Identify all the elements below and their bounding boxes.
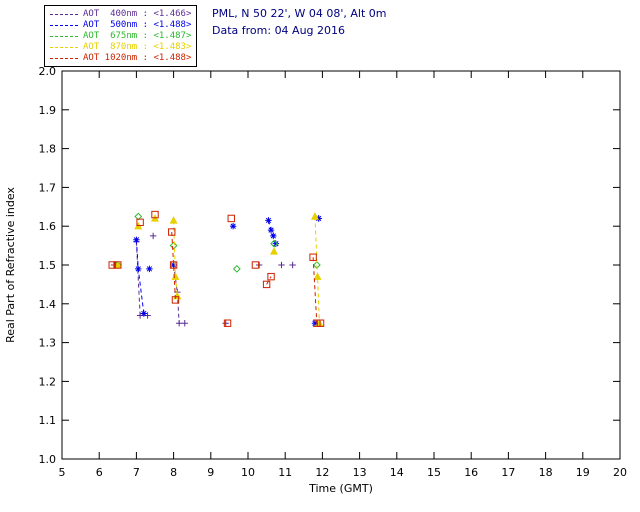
x-tick-label: 18: [539, 466, 553, 479]
y-axis: 1.0 1.1 1.2 1.3 1.4 1.5 1.6 1.7 1.8 1.9 2.0: [39, 65, 620, 466]
legend-line-sample: [50, 57, 78, 59]
y-tick-label: 1.8: [39, 143, 57, 156]
x-tick-label: 7: [133, 466, 140, 479]
y-tick-label: 1.9: [39, 104, 57, 117]
series-1020nm: [108, 210, 325, 327]
x-tick-label: 11: [278, 466, 292, 479]
data-date: Data from: 04 Aug 2016: [212, 24, 346, 37]
x-tick-label: 8: [170, 466, 177, 479]
series-line: [314, 216, 320, 324]
x-tick-label: 9: [207, 466, 214, 479]
legend-item-870nm: AOT 870nm : <1.483>: [50, 42, 191, 52]
y-tick-label: 2.0: [39, 65, 57, 78]
legend-label: AOT 400nm : <1.466>: [83, 9, 192, 19]
y-tick-label: 1.3: [39, 337, 57, 350]
series-line: [171, 231, 176, 300]
y-tick-label: 1.2: [39, 375, 57, 388]
legend-line-sample: [50, 35, 78, 37]
y-tick-label: 1.7: [39, 181, 57, 194]
series-675nm: [113, 212, 321, 273]
series-500nm: [112, 215, 322, 327]
x-tick-label: 15: [427, 466, 441, 479]
legend-item-675nm: AOT 675nm : <1.487>: [50, 31, 191, 41]
series-400nm: [110, 215, 322, 327]
y-tick-label: 1.5: [39, 259, 57, 272]
y-tick-label: 1.1: [39, 414, 57, 427]
x-tick-label: 14: [390, 466, 404, 479]
y-tick-label: 1.0: [39, 453, 57, 466]
legend-label: AOT 500nm : <1.488>: [83, 20, 192, 30]
legend-label: AOT 1020nm : <1.488>: [83, 53, 192, 63]
x-axis: 5 6 7 8 9 10 11 12 13 14 15 16 17 18 19 20: [59, 71, 627, 479]
legend-box: AOT 400nm : <1.466> AOT 500nm : <1.488> AO…: [44, 5, 198, 67]
legend-line-sample: [50, 24, 78, 26]
series-870nm: [113, 212, 324, 327]
series-line: [312, 257, 321, 324]
y-axis-label: Real Part of Refractive index: [4, 187, 17, 343]
legend-label: AOT 870nm : <1.483>: [83, 42, 192, 52]
x-tick-label: 20: [613, 466, 627, 479]
plot-frame: [61, 70, 621, 460]
x-tick-label: 19: [576, 466, 590, 479]
station-location: PML, N 50 22', W 04 08', Alt 0m: [212, 7, 387, 20]
x-tick-label: 12: [315, 466, 329, 479]
y-tick-label: 1.6: [39, 220, 57, 233]
legend-item-1020nm: AOT 1020nm : <1.488>: [50, 53, 191, 63]
series-line: [135, 241, 141, 316]
x-tick-label: 6: [96, 466, 103, 479]
legend-item-500nm: AOT 500nm : <1.488>: [50, 20, 191, 30]
x-tick-label: 5: [59, 466, 66, 479]
x-tick-label: 17: [501, 466, 515, 479]
x-tick-label: 13: [353, 466, 367, 479]
legend-item-400nm: AOT 400nm : <1.466>: [50, 9, 191, 19]
station-info: PML, N 50 22', W 04 08', Alt 0m Data fro…: [212, 5, 386, 39]
x-tick-label: 16: [464, 466, 478, 479]
x-tick-label: 10: [241, 466, 255, 479]
legend-line-sample: [50, 46, 78, 48]
series-line: [266, 276, 272, 285]
legend-label: AOT 675nm : <1.487>: [83, 31, 192, 41]
x-axis-label: Time (GMT): [308, 482, 373, 495]
legend-line-sample: [50, 13, 78, 15]
y-tick-label: 1.4: [39, 298, 57, 311]
series-line: [135, 239, 145, 314]
